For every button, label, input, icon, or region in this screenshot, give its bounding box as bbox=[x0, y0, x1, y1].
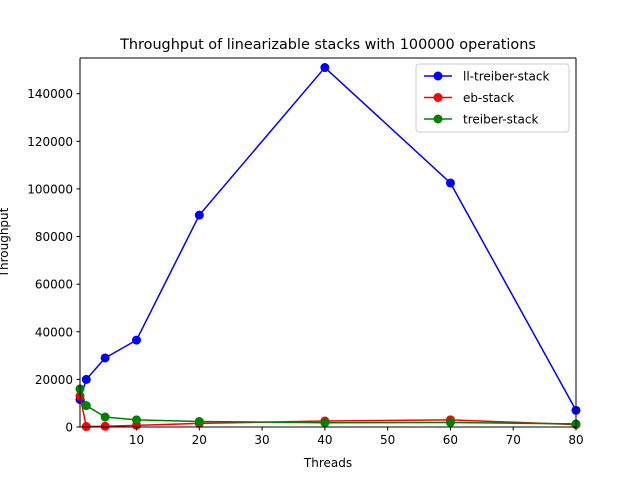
y-tick-label: 20000 bbox=[35, 373, 73, 387]
x-tick-label: 40 bbox=[317, 433, 332, 447]
y-tick-label: 0 bbox=[65, 421, 73, 435]
x-tick-label: 50 bbox=[380, 433, 395, 447]
legend-marker-eb-stack bbox=[433, 93, 443, 102]
x-tick-label: 30 bbox=[254, 433, 269, 447]
data-point-treiber-stack bbox=[81, 401, 91, 411]
x-axis-title: Threads bbox=[303, 456, 352, 470]
chart-title: Throughput of linearizable stacks with 1… bbox=[119, 37, 536, 53]
legend-label-ll-treiber-stack: ll-treiber-stack bbox=[463, 70, 549, 84]
y-axis-title: Throughput bbox=[0, 207, 11, 278]
y-tick-label: 40000 bbox=[35, 325, 73, 339]
y-axis-ticks: 0 20000 40000 60000 80000 100000 120000 140000 bbox=[27, 87, 80, 435]
data-point-ll-treiber-stack bbox=[194, 210, 204, 220]
legend-marker-treiber-stack bbox=[433, 114, 443, 124]
legend: ll-treiber-stack eb-stack treiber-stack bbox=[415, 63, 570, 133]
x-tick-label: 20 bbox=[192, 433, 207, 447]
y-tick-label: 100000 bbox=[27, 182, 73, 196]
data-point-eb-stack bbox=[100, 421, 110, 431]
data-point-treiber-stack bbox=[445, 417, 455, 427]
x-axis-ticks: 10 20 30 40 50 60 70 80 bbox=[129, 427, 584, 447]
legend-label-eb-stack: eb-stack bbox=[463, 91, 514, 105]
x-tick-label: 80 bbox=[568, 433, 583, 447]
series-line-ll-treiber-stack bbox=[79, 66, 577, 411]
series-layer bbox=[75, 63, 581, 432]
y-tick-label: 120000 bbox=[27, 135, 73, 149]
legend-marker-ll-treiber-stack bbox=[433, 71, 443, 81]
x-tick-label: 10 bbox=[129, 433, 144, 447]
data-point-treiber-stack bbox=[194, 417, 204, 427]
data-point-treiber-stack bbox=[100, 412, 110, 422]
legend-frame bbox=[415, 63, 570, 133]
data-point-ll-treiber-stack bbox=[445, 178, 455, 188]
data-point-ll-treiber-stack bbox=[320, 63, 330, 73]
y-tick-label: 80000 bbox=[35, 230, 73, 244]
x-tick-label: 60 bbox=[443, 433, 458, 447]
x-tick-label: 70 bbox=[506, 433, 521, 447]
data-point-treiber-stack bbox=[132, 415, 142, 425]
data-point-ll-treiber-stack bbox=[81, 374, 91, 384]
y-tick-label: 140000 bbox=[27, 87, 73, 101]
data-point-treiber-stack bbox=[320, 418, 330, 428]
axes-frame bbox=[79, 57, 577, 428]
legend-label-treiber-stack: treiber-stack bbox=[463, 113, 538, 127]
y-tick-label: 60000 bbox=[35, 278, 73, 292]
data-point-ll-treiber-stack bbox=[132, 335, 142, 345]
data-point-ll-treiber-stack bbox=[100, 353, 110, 363]
